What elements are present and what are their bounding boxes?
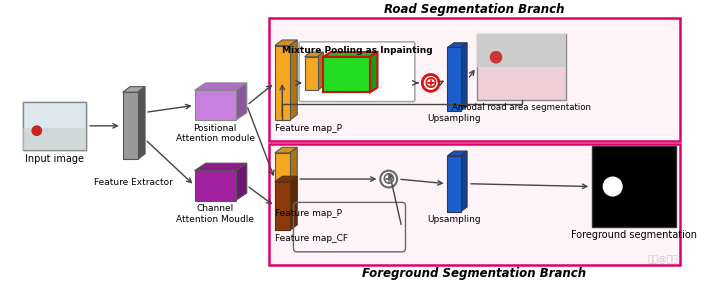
Bar (477, 34, 566, 100)
Text: ⊕: ⊕ (424, 74, 438, 92)
Polygon shape (235, 163, 247, 201)
Bar (23, 102, 86, 150)
Circle shape (380, 171, 397, 188)
Polygon shape (289, 147, 297, 205)
Polygon shape (305, 57, 318, 90)
Polygon shape (235, 83, 247, 120)
Polygon shape (461, 151, 467, 212)
Text: Feature Extractor: Feature Extractor (94, 178, 174, 187)
Circle shape (490, 52, 502, 63)
Polygon shape (138, 87, 145, 159)
Text: Input image: Input image (25, 154, 84, 164)
Polygon shape (461, 43, 467, 111)
Polygon shape (194, 163, 247, 171)
Polygon shape (318, 52, 323, 90)
Polygon shape (448, 156, 461, 212)
Text: Upsampling: Upsampling (427, 215, 481, 224)
Polygon shape (122, 92, 138, 159)
Text: Road Segmentation Branch: Road Segmentation Branch (384, 3, 564, 16)
Text: Feature map_CF: Feature map_CF (275, 234, 348, 243)
Polygon shape (323, 52, 377, 57)
Circle shape (423, 74, 439, 91)
Polygon shape (289, 40, 297, 120)
Polygon shape (448, 43, 467, 47)
Polygon shape (275, 153, 289, 205)
Polygon shape (275, 147, 297, 153)
FancyBboxPatch shape (269, 17, 680, 141)
Bar (592, 146, 676, 227)
Polygon shape (194, 171, 235, 201)
Bar (23, 102, 86, 150)
Bar (23, 128, 86, 150)
Polygon shape (448, 151, 467, 156)
Polygon shape (305, 52, 323, 57)
Text: 知乎@黄裕: 知乎@黄裕 (647, 255, 678, 264)
Polygon shape (323, 57, 370, 92)
Text: Foreground Segmentation Branch: Foreground Segmentation Branch (362, 267, 587, 280)
Text: Feature map_P: Feature map_P (275, 209, 342, 218)
Polygon shape (370, 52, 377, 92)
Polygon shape (194, 90, 235, 120)
FancyBboxPatch shape (299, 42, 415, 102)
Text: Positional
Attention module: Positional Attention module (176, 124, 255, 143)
Text: Amodal road area segmentation: Amodal road area segmentation (452, 103, 591, 111)
Text: Mixture Pooling as Inpainting: Mixture Pooling as Inpainting (282, 46, 432, 54)
Text: Foreground segmentation: Foreground segmentation (571, 230, 697, 240)
Polygon shape (275, 46, 289, 120)
Polygon shape (122, 87, 145, 92)
Text: Upsampling: Upsampling (427, 114, 481, 123)
Bar (477, 34, 566, 67)
FancyBboxPatch shape (269, 144, 680, 265)
Polygon shape (448, 47, 461, 111)
Text: Channel
Attention Moudle: Channel Attention Moudle (176, 204, 254, 224)
Text: ⊕: ⊕ (382, 170, 395, 188)
Polygon shape (194, 83, 247, 90)
Polygon shape (289, 176, 297, 230)
Text: Feature map_P: Feature map_P (275, 124, 342, 133)
Circle shape (603, 177, 622, 196)
Polygon shape (275, 40, 297, 46)
Polygon shape (275, 182, 289, 230)
Circle shape (32, 126, 42, 135)
Polygon shape (275, 176, 297, 182)
